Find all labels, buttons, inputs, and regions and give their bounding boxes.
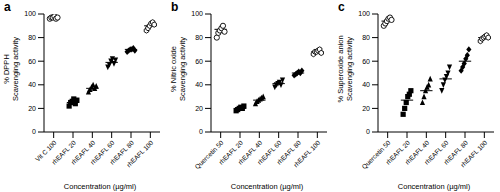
svg-text:Quercetin 50: Quercetin 50 (193, 139, 225, 171)
svg-text:% Superoxide anion: % Superoxide anion (336, 35, 345, 102)
svg-text:80: 80 (28, 34, 36, 41)
svg-text:a: a (8, 0, 11, 14)
svg-text:80: 80 (362, 34, 370, 41)
svg-text:rhEAFL 20: rhEAFL 20 (384, 139, 411, 166)
svg-text:rhEAFL 60: rhEAFL 60 (88, 139, 116, 166)
svg-text:100: 100 (358, 10, 370, 17)
svg-text:rhEAFL 80: rhEAFL 80 (442, 139, 469, 166)
svg-text:Concentration (µg/ml): Concentration (µg/ml) (64, 182, 137, 191)
svg-text:20: 20 (362, 105, 370, 112)
svg-text:b: b (171, 0, 178, 14)
svg-text:100: 100 (191, 10, 203, 17)
svg-text:rhEAFL 40: rhEAFL 40 (69, 139, 97, 166)
svg-text:Quercetin 50: Quercetin 50 (360, 139, 392, 171)
svg-text:20: 20 (195, 105, 203, 112)
svg-text:Scavenging activity: Scavenging activity (11, 37, 20, 101)
svg-text:20: 20 (28, 105, 36, 112)
svg-text:Scavenging activity: Scavenging activity (345, 37, 354, 101)
svg-text:rhEAFL 20: rhEAFL 20 (50, 139, 77, 166)
svg-text:Concentration (µg/ml): Concentration (µg/ml) (231, 182, 304, 191)
svg-text:rhEAFL 40: rhEAFL 40 (403, 139, 431, 166)
svg-text:60: 60 (362, 58, 370, 65)
svg-text:rhEAFL 40: rhEAFL 40 (236, 139, 264, 166)
svg-text:40: 40 (195, 81, 203, 88)
svg-text:Concentration (µg/ml): Concentration (µg/ml) (398, 182, 471, 191)
svg-text:rhEAFL 60: rhEAFL 60 (255, 139, 283, 166)
svg-text:100: 100 (24, 10, 36, 17)
svg-text:80: 80 (195, 34, 203, 41)
svg-text:% Nitric oxide: % Nitric oxide (169, 46, 178, 92)
svg-text:40: 40 (28, 81, 36, 88)
svg-text:rhEAFL 60: rhEAFL 60 (422, 139, 450, 166)
svg-text:Scavenging activity: Scavenging activity (178, 37, 187, 101)
svg-text:rhEAFL 80: rhEAFL 80 (108, 139, 135, 166)
svg-text:rhEAFL 100: rhEAFL 100 (125, 139, 155, 169)
svg-text:rhEAFL 20: rhEAFL 20 (217, 139, 244, 166)
svg-text:Vit C 100: Vit C 100 (33, 139, 58, 163)
svg-text:60: 60 (195, 58, 203, 65)
svg-text:rhEAFL 80: rhEAFL 80 (275, 139, 302, 166)
svg-text:rhEAFL 100: rhEAFL 100 (292, 139, 322, 169)
svg-text:0: 0 (366, 128, 370, 135)
svg-text:60: 60 (28, 58, 36, 65)
svg-text:c: c (338, 0, 345, 14)
svg-text:rhEAFL 100: rhEAFL 100 (459, 139, 489, 169)
svg-text:40: 40 (362, 81, 370, 88)
svg-text:0: 0 (32, 128, 36, 135)
svg-text:0: 0 (199, 128, 203, 135)
